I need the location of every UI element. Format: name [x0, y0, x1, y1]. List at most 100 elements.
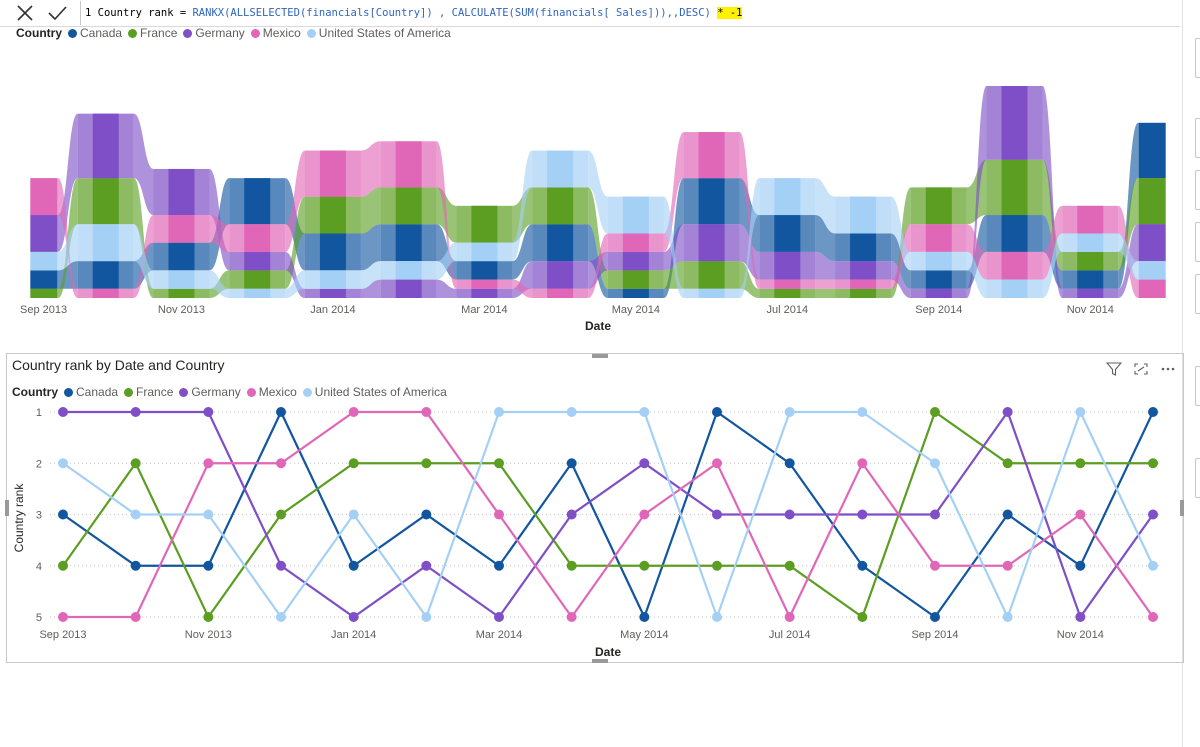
ribbon-canada[interactable]	[360, 224, 381, 271]
data-point-mexico[interactable]	[494, 509, 504, 520]
data-point-united-states-of-america[interactable]	[276, 612, 286, 622]
ribbon-bar-core-france[interactable]	[1077, 251, 1104, 271]
ribbon-united-states-of-america[interactable]	[1042, 233, 1063, 298]
ribbon-bar-core-canada[interactable]	[850, 233, 877, 262]
ribbon-bar-core-france[interactable]	[622, 270, 649, 289]
data-point-canada[interactable]	[1075, 560, 1086, 571]
ribbon-bar-core-mexico[interactable]	[1077, 205, 1104, 234]
legend-item-germany[interactable]: Germany	[179, 385, 241, 399]
data-point-canada[interactable]	[1148, 407, 1158, 417]
close-icon[interactable]	[14, 3, 36, 23]
ribbon-bar-core-mexico[interactable]	[244, 224, 271, 252]
data-point-germany[interactable]	[639, 458, 650, 469]
resize-handle-left[interactable]	[5, 500, 9, 516]
series-line-germany[interactable]	[63, 409, 1154, 620]
ribbon-bar-core-canada[interactable]	[1139, 122, 1165, 179]
ribbon-bar-core-mexico[interactable]	[547, 288, 574, 298]
line-chart[interactable]: 1 2 3 4 5 Sep 2013 Nov 2013 Jan 2014 Mar 2014 Ma…	[0, 400, 1180, 662]
ribbon-france[interactable]	[815, 288, 836, 298]
ribbon-bar-core-canada[interactable]	[319, 233, 346, 271]
data-point-united-states-of-america[interactable]	[130, 509, 141, 520]
ribbon-bar-core-united-states-of-america[interactable]	[1077, 233, 1104, 252]
data-point-germany[interactable]	[276, 560, 286, 571]
data-point-france[interactable]	[276, 509, 286, 520]
data-point-france[interactable]	[784, 560, 795, 571]
ribbon-bar-core-france[interactable]	[92, 178, 119, 225]
data-point-united-states-of-america[interactable]	[639, 407, 650, 417]
data-point-canada[interactable]	[276, 407, 286, 417]
data-point-united-states-of-america[interactable]	[930, 458, 940, 469]
data-point-canada[interactable]	[421, 509, 432, 520]
ribbon-bar-core-united-states-of-america[interactable]	[925, 251, 952, 271]
ribbon-bar-core-mexico[interactable]	[774, 279, 801, 289]
filters-pane-edge[interactable]	[1182, 0, 1200, 747]
data-point-germany[interactable]	[1148, 509, 1158, 520]
filter-icon[interactable]	[1106, 362, 1122, 376]
ribbon-bar-core-canada[interactable]	[92, 261, 119, 289]
data-point-france[interactable]	[494, 458, 504, 469]
ribbon-bar-core-united-states-of-america[interactable]	[244, 288, 271, 298]
ribbon-bar-core-germany[interactable]	[547, 261, 574, 289]
data-point-france[interactable]	[203, 612, 214, 622]
data-point-france[interactable]	[712, 560, 722, 571]
data-point-united-states-of-america[interactable]	[857, 407, 868, 417]
ribbon-united-states-of-america[interactable]	[663, 196, 684, 298]
data-point-mexico[interactable]	[1075, 509, 1086, 520]
data-point-france[interactable]	[58, 560, 68, 571]
data-point-mexico[interactable]	[639, 509, 650, 520]
filter-card[interactable]	[1195, 222, 1200, 262]
ribbon-bar-core-germany[interactable]	[774, 251, 801, 280]
data-point-canada[interactable]	[566, 458, 577, 469]
ribbon-bar-core-united-states-of-america[interactable]	[1001, 279, 1028, 298]
data-point-mexico[interactable]	[857, 458, 868, 469]
ribbon-united-states-of-america[interactable]	[815, 178, 836, 234]
legend-item-mexico[interactable]: Mexico	[250, 26, 301, 40]
ribbon-bar-core-united-states-of-america[interactable]	[92, 224, 119, 262]
ribbon-bar-core-germany[interactable]	[1001, 86, 1028, 160]
resize-handle-right[interactable]	[1180, 500, 1184, 516]
check-icon[interactable]	[46, 3, 68, 23]
ribbon-bar-core-canada[interactable]	[395, 224, 422, 262]
legend-item-usa[interactable]: United States of America	[302, 385, 447, 399]
data-point-germany[interactable]	[421, 560, 432, 571]
ribbon-united-states-of-america[interactable]	[285, 270, 305, 298]
data-point-united-states-of-america[interactable]	[421, 612, 432, 622]
ribbon-bar-core-france[interactable]	[850, 288, 877, 298]
ribbon-mexico[interactable]	[1042, 205, 1063, 280]
ribbon-bar-core-mexico[interactable]	[850, 279, 877, 289]
ribbon-mexico[interactable]	[966, 224, 987, 280]
data-point-canada[interactable]	[784, 458, 795, 469]
ribbon-bar-core-canada[interactable]	[1077, 270, 1104, 289]
ribbon-bar-core-united-states-of-america[interactable]	[622, 196, 649, 234]
ribbon-mexico[interactable]	[891, 224, 911, 289]
ribbon-bar-core-germany[interactable]	[850, 261, 877, 280]
data-point-canada[interactable]	[639, 612, 650, 622]
data-point-mexico[interactable]	[203, 458, 214, 469]
ribbon-mexico[interactable]	[663, 132, 684, 252]
filter-card[interactable]	[1195, 274, 1200, 314]
ribbon-bar-core-canada[interactable]	[925, 270, 952, 289]
ribbon-bar-core-germany[interactable]	[925, 288, 952, 298]
ribbon-mexico[interactable]	[739, 132, 760, 289]
ribbon-bar-core-united-states-of-america[interactable]	[774, 178, 801, 216]
ribbon-united-states-of-america[interactable]	[360, 261, 381, 289]
ribbon-mexico[interactable]	[588, 233, 608, 298]
ribbon-bar-core-france[interactable]	[471, 205, 498, 243]
ribbon-bar-core-germany[interactable]	[168, 168, 195, 216]
data-point-france[interactable]	[421, 458, 432, 469]
ribbon-bar-core-france[interactable]	[31, 288, 57, 298]
ribbon-united-states-of-america[interactable]	[739, 178, 760, 298]
data-point-germany[interactable]	[784, 509, 795, 520]
data-point-canada[interactable]	[494, 560, 504, 571]
ribbon-bar-core-germany[interactable]	[698, 224, 725, 262]
data-point-united-states-of-america[interactable]	[1148, 560, 1158, 571]
data-point-mexico[interactable]	[276, 458, 286, 469]
resize-handle-bottom[interactable]	[592, 659, 608, 663]
ribbon-united-states-of-america[interactable]	[891, 196, 911, 271]
data-point-germany[interactable]	[1002, 407, 1013, 417]
ribbon-bar-core-canada[interactable]	[471, 261, 498, 280]
ribbon-mexico[interactable]	[360, 141, 381, 197]
filter-card[interactable]	[1195, 38, 1200, 78]
data-point-france[interactable]	[566, 560, 577, 571]
ribbon-united-states-of-america[interactable]	[209, 270, 230, 298]
